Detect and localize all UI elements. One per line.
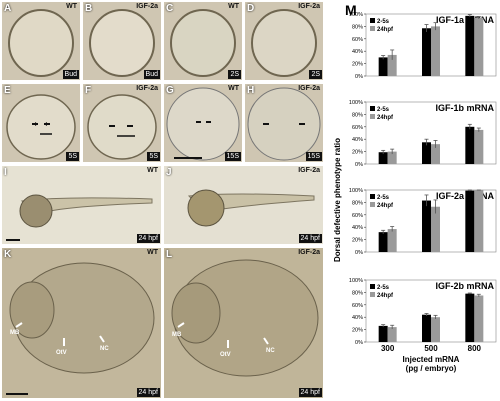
chart-title: IGF-1b mRNA <box>436 103 495 113</box>
bar <box>431 206 440 252</box>
bar <box>378 325 388 342</box>
y-tick-label: 100% <box>349 278 363 284</box>
bar <box>431 144 440 164</box>
x-tick-label: 800 <box>468 344 482 353</box>
panel-d: D IGF-2a 2S <box>245 2 323 80</box>
x-tick-label: 300 <box>381 344 395 353</box>
y-tick-label: 60% <box>352 303 363 309</box>
y-tick-label: 100% <box>349 12 363 18</box>
label-nc: NC <box>266 348 275 354</box>
panel-f: F IGF-2a 5S <box>83 84 161 162</box>
bar <box>465 126 475 164</box>
bar <box>465 15 475 76</box>
panel-l: L IGF-2a MB OtV NC 24 hpf <box>164 248 323 398</box>
label-nc: NC <box>100 346 109 352</box>
legend-entry: 24hpf <box>377 115 394 121</box>
legend-entry: 2-5s <box>377 107 390 113</box>
legend-entry: 24hpf <box>377 27 394 33</box>
bar <box>474 190 484 252</box>
bar <box>422 314 431 342</box>
y-tick-label: 0% <box>355 250 363 256</box>
legend-swatch <box>370 26 375 31</box>
legend-swatch <box>370 106 375 111</box>
bar <box>378 152 388 164</box>
y-tick-label: 20% <box>352 62 363 68</box>
y-tick-label: 40% <box>352 137 363 143</box>
y-axis-label: Dorsal defective phenotype ratio <box>333 138 342 262</box>
x-axis-unit: (pg / embryo) <box>406 364 457 373</box>
x-tick-label: 500 <box>424 344 438 353</box>
y-tick-label: 80% <box>352 290 363 296</box>
panel-j: J IGF-2a 24 hpf <box>164 166 323 244</box>
bar <box>387 229 397 252</box>
y-tick-label: 60% <box>352 213 363 219</box>
bar <box>422 142 431 164</box>
bar <box>431 26 440 76</box>
bar <box>465 293 475 342</box>
bar <box>465 190 475 252</box>
label-mb: MB <box>172 332 182 338</box>
y-tick-label: 20% <box>352 238 363 244</box>
bar <box>387 327 397 342</box>
panel-m-letter: M <box>345 2 357 18</box>
label-mb: MB <box>10 330 20 336</box>
bar <box>378 57 388 76</box>
y-tick-label: 20% <box>352 150 363 156</box>
panel-k: K WT MB OtV NC 24 hpf <box>2 248 161 398</box>
x-axis-label: Injected mRNA <box>403 355 460 364</box>
panel-h: H IGF-2a 15S <box>245 84 323 162</box>
legend-swatch <box>370 292 375 297</box>
panel-i: I WT 24 hpf <box>2 166 161 244</box>
panel-c: C WT 2S <box>164 2 242 80</box>
y-tick-label: 0% <box>355 74 363 80</box>
y-tick-label: 100% <box>349 188 363 194</box>
y-tick-label: 0% <box>355 162 363 168</box>
legend-swatch <box>370 284 375 289</box>
panel-e: E 5S <box>2 84 80 162</box>
legend-entry: 2-5s <box>377 285 390 291</box>
legend-entry: 2-5s <box>377 195 390 201</box>
bar-charts: 0% 20% 40% 60% 80% 100% IGF-1a mRNA 2-5s 24hpf 0%… <box>349 12 497 373</box>
bar <box>387 54 397 76</box>
bar <box>422 200 431 252</box>
y-tick-label: 0% <box>355 340 363 346</box>
y-tick-label: 100% <box>349 100 363 106</box>
legend-swatch <box>370 18 375 23</box>
bar <box>474 129 484 164</box>
legend-swatch <box>370 114 375 119</box>
legend-swatch <box>370 202 375 207</box>
y-tick-label: 60% <box>352 37 363 43</box>
y-tick-label: 40% <box>352 49 363 55</box>
y-tick-label: 20% <box>352 328 363 334</box>
legend-entry: 24hpf <box>377 203 394 209</box>
y-axis-label-text: Dorsal defective phenotype ratio <box>333 138 342 262</box>
y-tick-label: 80% <box>352 24 363 30</box>
chart-title: IGF-2a mRNA <box>436 191 495 201</box>
label-otv: OtV <box>220 352 231 358</box>
legend-swatch <box>370 194 375 199</box>
y-tick-label: 40% <box>352 225 363 231</box>
bar <box>431 317 440 342</box>
panel-g: G WT 15S <box>164 84 242 162</box>
chart-title: IGF-2b mRNA <box>436 281 495 291</box>
bar <box>474 17 484 76</box>
bar <box>422 28 431 76</box>
bar <box>387 151 397 164</box>
y-tick-label: 60% <box>352 125 363 131</box>
chart-title: IGF-1a mRNA <box>436 15 495 25</box>
y-tick-label: 80% <box>352 112 363 118</box>
y-tick-label: 40% <box>352 315 363 321</box>
y-tick-label: 80% <box>352 200 363 206</box>
label-otv: OtV <box>56 350 67 356</box>
panel-b: B IGF-2a Bud <box>83 2 161 80</box>
bar <box>474 295 484 342</box>
bar <box>378 232 388 252</box>
panel-a: A WT Bud <box>2 2 80 80</box>
legend-entry: 24hpf <box>377 293 394 299</box>
legend-entry: 2-5s <box>377 19 390 25</box>
